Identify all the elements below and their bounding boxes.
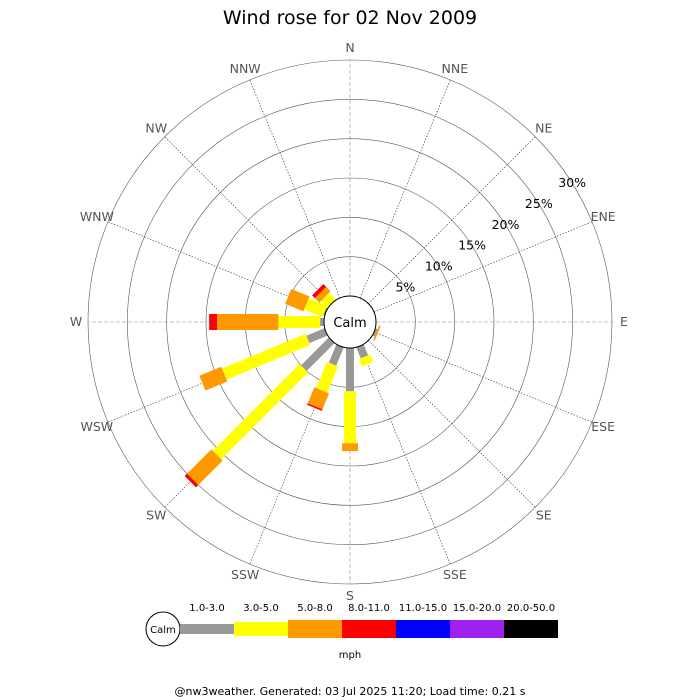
legend-calm-label: Calm: [150, 625, 176, 636]
legend-swatch-5: [450, 620, 504, 638]
bar-sse-bin-0: [356, 344, 369, 359]
grid-spoke: [164, 136, 332, 304]
direction-label-ne: NE: [535, 120, 552, 135]
bar-sse-bin-1: [358, 354, 374, 367]
direction-label-sw: SW: [146, 508, 166, 523]
legend-swatch-3: [342, 620, 396, 638]
calm-circle: [323, 295, 377, 349]
bar-ssw-bin-1: [316, 361, 339, 393]
percent-label: 25%: [525, 196, 553, 211]
bar-wsw-bin-0: [306, 328, 328, 344]
legend-swatch-6: [504, 620, 558, 638]
bar-wnw-bin-1: [304, 298, 327, 317]
legend-swatch-4: [396, 620, 450, 638]
legend-bin-label: 5.0-8.0: [297, 603, 332, 614]
direction-label-wnw: WNW: [80, 209, 114, 224]
percent-labels: 5% 10% 15% 20% 25% 30%: [395, 175, 586, 294]
legend: Calm 1.0-3.0 3.0-5.0 5.0-8.0 8.0-11.0 11.0-1…: [145, 603, 558, 661]
wind-bars: [184, 284, 381, 488]
bar-w-bin-2: [217, 314, 279, 330]
bar-nw-bin-1: [320, 292, 336, 308]
percent-label: 30%: [558, 175, 586, 190]
bar-wsw-bin-1: [221, 333, 311, 380]
direction-label-nnw: NNW: [230, 61, 261, 76]
legend-bin-label: 3.0-5.0: [243, 603, 278, 614]
grid-spoke: [373, 221, 593, 313]
legend-bin-label: 11.0-15.0: [399, 603, 447, 614]
bar-wsw-bin-2: [199, 366, 228, 391]
direction-label-nw: NW: [145, 120, 167, 135]
bar-s-bin-2: [342, 443, 358, 452]
grid-ring: [127, 99, 573, 545]
footer-text: @nw3weather. Generated: 03 Jul 2025 11:2…: [175, 685, 526, 698]
legend-bins: 1.0-3.0 3.0-5.0 5.0-8.0 8.0-11.0 11.0-15.0 15…: [180, 603, 558, 638]
legend-bin-label: 20.0-50.0: [507, 603, 555, 614]
grid-spoke: [359, 79, 451, 299]
bar-wnw-bin-0: [322, 307, 328, 316]
grid-spoke: [368, 136, 536, 304]
direction-label-s: S: [346, 588, 354, 603]
bar-ssw-bin-2: [307, 387, 330, 410]
direction-label-se: SE: [536, 508, 552, 523]
bar-ese-bin-0: [372, 328, 378, 337]
bar-sw-bin-2: [186, 449, 223, 486]
direction-label-ssw: SSW: [231, 567, 259, 582]
legend-bin-label: 1.0-3.0: [189, 603, 224, 614]
direction-label-ene: ENE: [591, 209, 616, 224]
bar-ssw-bin-0: [328, 344, 344, 366]
calm-center: Calm: [323, 295, 377, 349]
percent-label: 10%: [425, 259, 453, 274]
grid-spoke: [359, 345, 451, 565]
bar-wnw-bin-2: [285, 289, 310, 312]
percent-label: 20%: [492, 217, 520, 232]
chart-title: Wind rose for 02 Nov 2009: [223, 7, 477, 29]
bar-s-bin-0: [346, 348, 354, 392]
calm-label: Calm: [333, 316, 366, 331]
bar-s-bin-1: [344, 391, 356, 444]
direction-label-w: W: [70, 314, 82, 329]
bar-w-bin-3: [209, 314, 218, 330]
bar-w-bin-0: [320, 318, 325, 326]
bar-ese-bin-2: [373, 325, 381, 341]
grid-spoke: [249, 79, 341, 299]
direction-label-wsw: WSW: [81, 419, 114, 434]
legend-swatch-0: [180, 624, 234, 634]
direction-label-e: E: [620, 314, 628, 329]
bar-nw-bin-2: [314, 286, 331, 303]
direction-label-nne: NNE: [442, 61, 469, 76]
bar-nw-bin-3: [312, 284, 327, 299]
percent-label: 15%: [458, 238, 486, 253]
bar-sw-bin-3: [184, 473, 199, 488]
direction-labels: N NNE NE ENE E ESE SE SSE S SSW SW WSW W WNW NW NNW: [70, 40, 628, 603]
bar-w-bin-1: [278, 316, 321, 328]
direction-label-ese: ESE: [591, 419, 615, 434]
legend-bin-label: 15.0-20.0: [453, 603, 501, 614]
legend-bin-label: 8.0-11.0: [348, 603, 390, 614]
bar-sw-bin-1: [212, 363, 309, 460]
grid-spoke: [368, 340, 536, 508]
direction-label-n: N: [345, 40, 354, 55]
percent-label: 5%: [395, 279, 415, 294]
legend-swatch-1: [234, 622, 288, 636]
bar-sw-bin-0: [300, 337, 335, 372]
legend-unit: mph: [339, 650, 361, 661]
direction-label-sse: SSE: [443, 567, 467, 582]
legend-swatch-2: [288, 620, 342, 638]
grid-spoke: [373, 331, 593, 423]
bar-ssw-bin-3: [307, 403, 323, 411]
